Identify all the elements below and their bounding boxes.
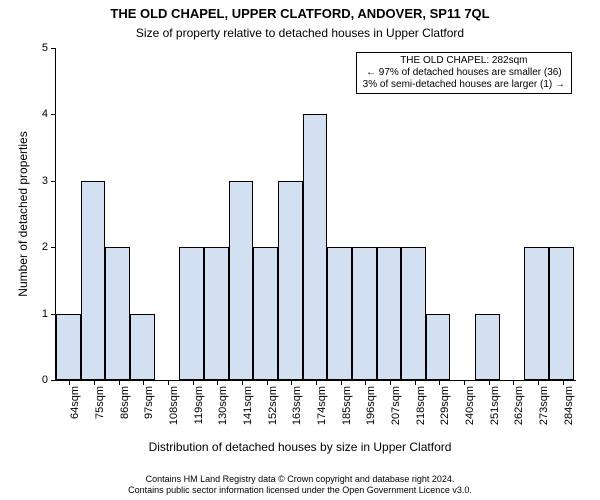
x-tick-label: 273sqm	[538, 386, 550, 425]
x-tick-mark	[563, 380, 564, 385]
histogram-bar	[204, 247, 229, 380]
histogram-bar	[401, 247, 426, 380]
x-tick-mark	[168, 380, 169, 385]
footer-line: Contains public sector information licen…	[0, 485, 600, 496]
x-tick-label: 185sqm	[341, 386, 353, 425]
y-tick-label: 0	[42, 374, 56, 386]
x-tick-label: 262sqm	[513, 386, 525, 425]
x-tick-label: 207sqm	[390, 386, 402, 425]
x-tick-mark	[291, 380, 292, 385]
histogram-bar	[56, 314, 81, 380]
histogram-bar	[475, 314, 500, 380]
x-tick-mark	[489, 380, 490, 385]
histogram-bar	[253, 247, 278, 380]
chart-subtitle: Size of property relative to detached ho…	[0, 26, 600, 40]
histogram-bar	[426, 314, 451, 380]
histogram-bar	[229, 181, 254, 380]
x-tick-label: 119sqm	[193, 386, 205, 424]
x-tick-label: 174sqm	[316, 386, 328, 425]
x-tick-mark	[193, 380, 194, 385]
x-tick-mark	[390, 380, 391, 385]
x-tick-mark	[439, 380, 440, 385]
y-tick-label: 3	[42, 175, 56, 187]
footer-attribution: Contains HM Land Registry data © Crown c…	[0, 474, 600, 496]
histogram-bar	[303, 114, 328, 380]
x-tick-mark	[316, 380, 317, 385]
chart-title: THE OLD CHAPEL, UPPER CLATFORD, ANDOVER,…	[0, 6, 600, 21]
x-tick-mark	[69, 380, 70, 385]
annotation-line: 3% of semi-detached houses are larger (1…	[363, 79, 565, 91]
y-tick-label: 4	[42, 108, 56, 120]
y-axis-label: Number of detached properties	[16, 48, 30, 380]
histogram-bar	[81, 181, 106, 380]
histogram-bar	[352, 247, 377, 380]
x-tick-label: 130sqm	[217, 386, 229, 425]
x-tick-label: 251sqm	[489, 386, 501, 425]
x-tick-mark	[341, 380, 342, 385]
x-tick-label: 141sqm	[242, 386, 254, 425]
x-tick-label: 152sqm	[267, 386, 279, 425]
x-tick-mark	[217, 380, 218, 385]
histogram-bar	[327, 247, 352, 380]
footer-line: Contains HM Land Registry data © Crown c…	[0, 474, 600, 485]
x-tick-label: 284sqm	[563, 386, 575, 425]
x-tick-mark	[242, 380, 243, 385]
x-tick-label: 86sqm	[119, 386, 131, 419]
histogram-bar	[278, 181, 303, 380]
histogram-bar	[377, 247, 402, 380]
histogram-bar	[524, 247, 549, 380]
y-tick-label: 1	[42, 308, 56, 320]
histogram-bar	[130, 314, 155, 380]
histogram-bar	[549, 247, 574, 380]
y-tick-label: 5	[42, 42, 56, 54]
x-tick-label: 196sqm	[365, 386, 377, 425]
histogram-bar	[179, 247, 204, 380]
y-tick-label: 2	[42, 241, 56, 253]
x-tick-mark	[415, 380, 416, 385]
annotation-line: ← 97% of detached houses are smaller (36…	[363, 67, 565, 79]
x-tick-label: 64sqm	[69, 386, 81, 419]
x-tick-mark	[119, 380, 120, 385]
x-tick-mark	[365, 380, 366, 385]
x-tick-mark	[94, 380, 95, 385]
x-tick-label: 218sqm	[415, 386, 427, 425]
x-tick-mark	[538, 380, 539, 385]
x-tick-label: 97sqm	[143, 386, 155, 419]
annotation-box: THE OLD CHAPEL: 282sqm← 97% of detached …	[356, 52, 572, 94]
x-tick-mark	[513, 380, 514, 385]
x-tick-label: 75sqm	[94, 386, 106, 419]
x-axis-label: Distribution of detached houses by size …	[0, 440, 600, 454]
histogram-bar	[105, 247, 130, 380]
x-tick-label: 163sqm	[291, 386, 303, 425]
x-tick-mark	[267, 380, 268, 385]
x-tick-label: 108sqm	[168, 386, 180, 425]
chart-container: { "chart": { "type": "histogram", "title…	[0, 0, 600, 500]
x-tick-label: 240sqm	[464, 386, 476, 425]
x-tick-mark	[464, 380, 465, 385]
x-tick-label: 229sqm	[439, 386, 451, 425]
plot-area: THE OLD CHAPEL: 282sqm← 97% of detached …	[55, 48, 576, 381]
x-tick-mark	[143, 380, 144, 385]
annotation-line: THE OLD CHAPEL: 282sqm	[363, 55, 565, 67]
